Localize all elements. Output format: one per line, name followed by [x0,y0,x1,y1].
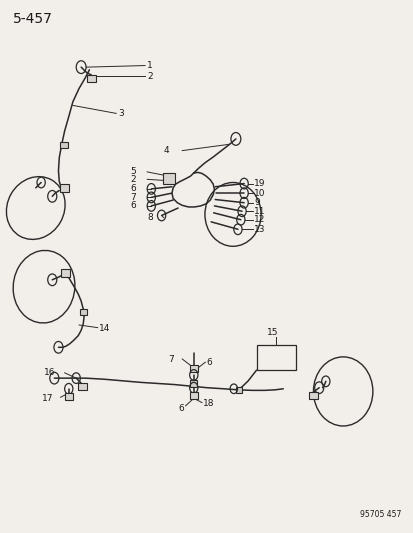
Text: 4: 4 [163,146,169,155]
Bar [60,184,69,192]
Text: 2: 2 [147,71,152,80]
Text: 95705 457: 95705 457 [358,510,400,519]
Bar [190,392,197,399]
Text: 6: 6 [206,358,211,367]
Bar [163,173,174,184]
Bar [309,392,317,399]
Text: 6: 6 [178,405,183,414]
Text: 5-457: 5-457 [13,12,53,26]
Bar [256,345,295,370]
Text: 6: 6 [131,201,136,211]
Text: 19: 19 [254,179,265,188]
Bar [235,387,242,393]
Bar [87,75,96,82]
Text: 15: 15 [266,328,278,337]
Text: 5: 5 [131,167,136,176]
Bar [80,309,86,314]
Bar [190,365,197,372]
Bar [60,142,67,149]
Bar [190,380,197,386]
Text: 8: 8 [147,213,152,222]
Text: 6: 6 [131,184,136,193]
Text: 10: 10 [254,189,265,198]
Text: 1: 1 [147,61,152,70]
Text: 2: 2 [131,175,136,184]
Text: 11: 11 [254,207,265,216]
Text: 12: 12 [254,215,265,224]
Bar [61,269,70,277]
Bar [78,383,86,390]
Text: 13: 13 [254,225,265,234]
Text: 3: 3 [118,109,124,118]
Text: 18: 18 [202,399,214,408]
Text: 9: 9 [254,198,260,207]
Text: 16: 16 [44,368,55,377]
Text: 7: 7 [131,193,136,202]
Text: 17: 17 [42,394,53,403]
Text: 14: 14 [99,324,110,333]
Bar [64,393,73,400]
Text: 7: 7 [167,354,173,364]
